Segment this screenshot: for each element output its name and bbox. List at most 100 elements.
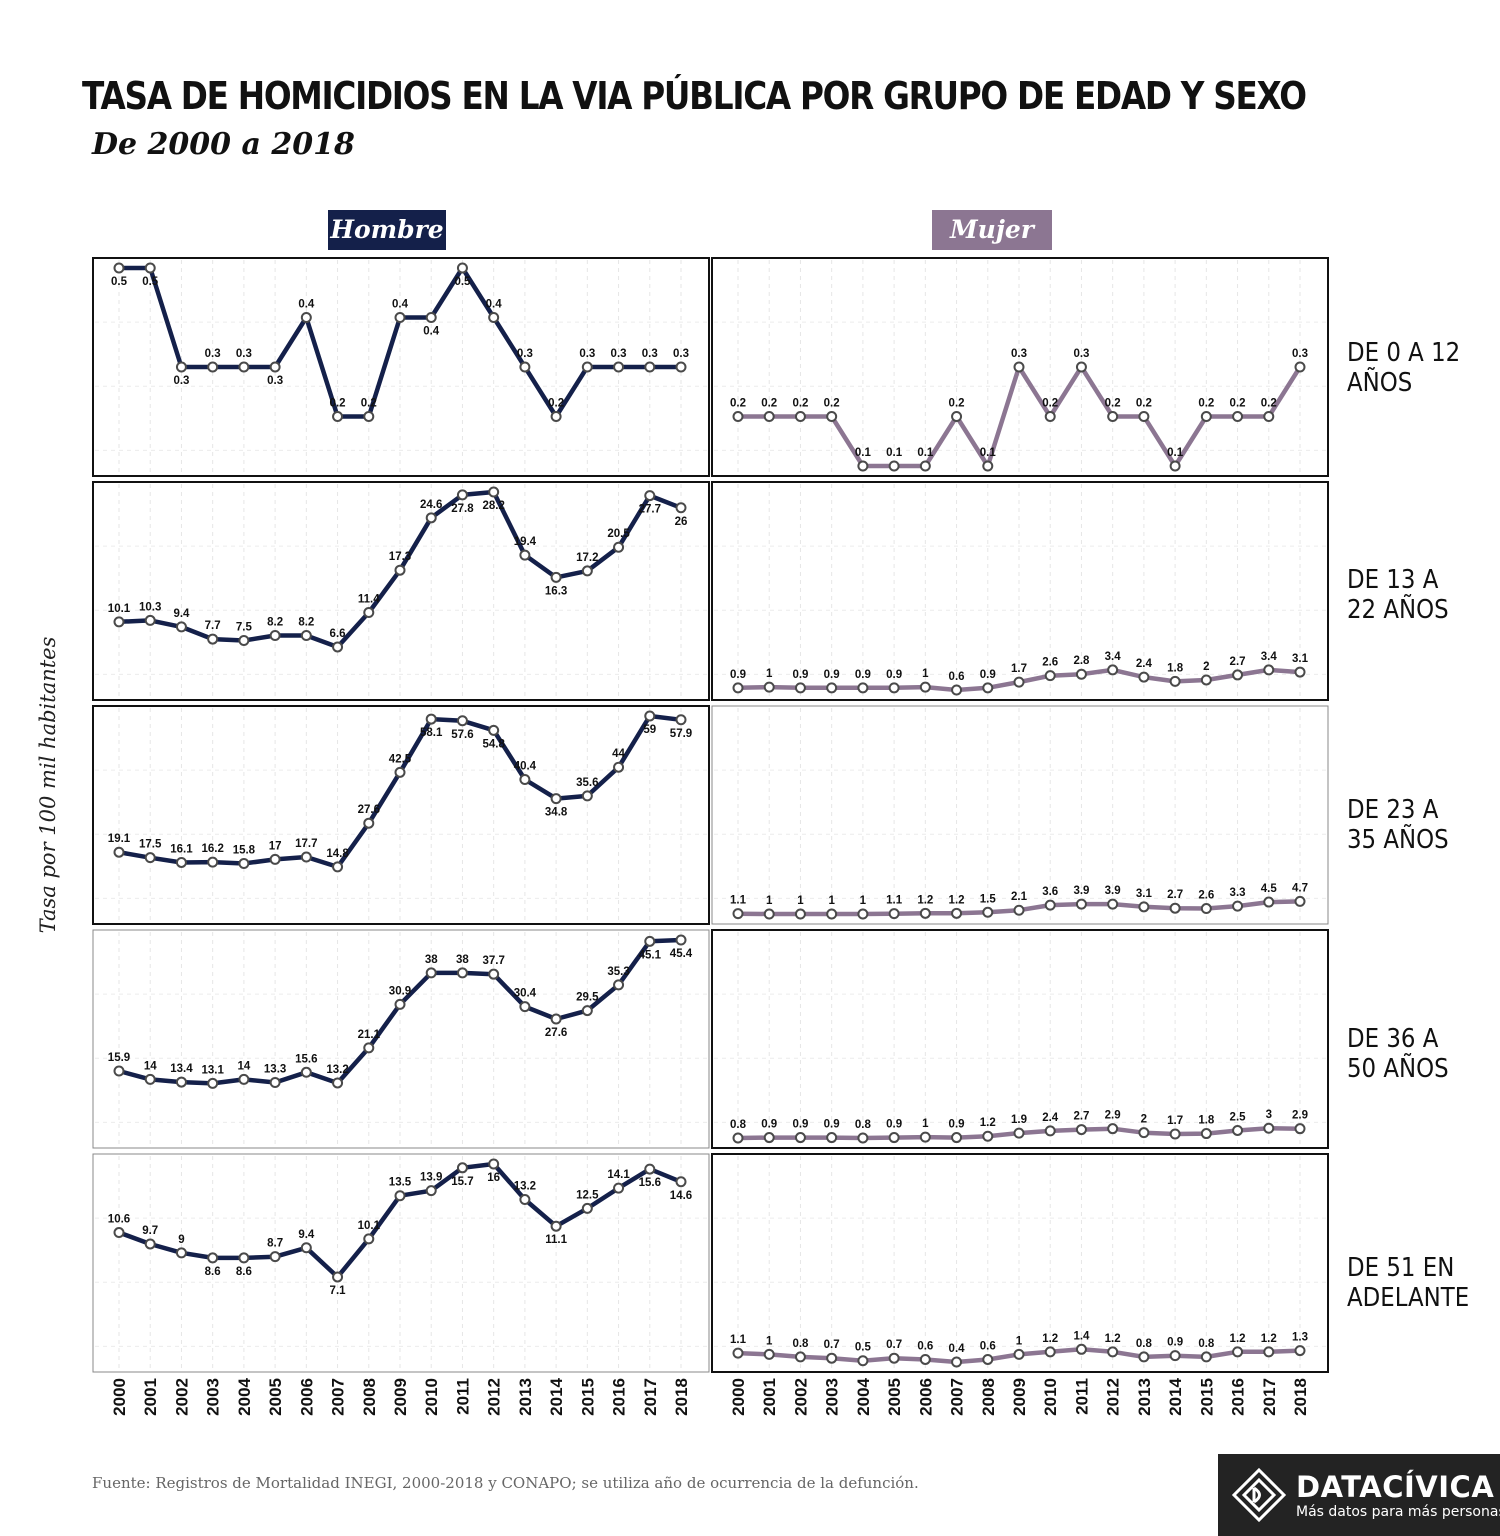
data-label: 16 bbox=[487, 1172, 500, 1184]
data-point bbox=[888, 908, 900, 920]
data-point bbox=[519, 361, 531, 373]
data-point bbox=[644, 490, 656, 502]
data-point bbox=[1169, 1128, 1181, 1140]
chart-subtitle: De 2000 a 2018 bbox=[92, 127, 355, 162]
data-label: 0.3 bbox=[236, 348, 252, 360]
x-tick-label: 2010 bbox=[422, 1378, 441, 1416]
data-point bbox=[519, 549, 531, 561]
data-label: 1 bbox=[922, 1118, 929, 1130]
data-label: 0.2 bbox=[361, 398, 377, 410]
data-point bbox=[1263, 664, 1275, 676]
data-point bbox=[550, 571, 562, 583]
data-label: 0.2 bbox=[1230, 398, 1246, 410]
data-label: 44 bbox=[612, 748, 625, 760]
data-point bbox=[951, 411, 963, 422]
data-label: 0.2 bbox=[548, 398, 564, 410]
panel-frame bbox=[711, 705, 1329, 925]
panel-mujer-row-1: 0.9 1 0.9 0.9 0.9 0.9 1 0.6 0.9 1.7 2.6 2.8 3.4 2.4 1.… bbox=[711, 481, 1329, 701]
data-point bbox=[300, 1066, 312, 1078]
data-label: 19.4 bbox=[514, 536, 537, 548]
data-point bbox=[1232, 1124, 1244, 1136]
data-label: 8.7 bbox=[267, 1238, 283, 1250]
data-label: 0.3 bbox=[205, 348, 221, 360]
panel-frame bbox=[711, 481, 1329, 701]
data-label: 3.3 bbox=[1230, 887, 1246, 899]
data-point bbox=[488, 968, 500, 980]
x-tick-label: 2008 bbox=[360, 1378, 379, 1416]
data-label: 1 bbox=[766, 895, 773, 907]
data-point bbox=[857, 460, 869, 472]
data-label: 17.5 bbox=[139, 839, 162, 851]
data-point bbox=[982, 460, 994, 472]
data-point bbox=[1013, 676, 1025, 688]
data-label: 0.9 bbox=[886, 1119, 902, 1131]
data-label: 1 bbox=[922, 668, 929, 680]
data-label: 1.4 bbox=[1073, 1330, 1090, 1342]
data-point bbox=[1013, 1348, 1025, 1360]
data-label: 0.3 bbox=[1073, 348, 1089, 360]
data-point bbox=[763, 411, 775, 422]
panel-mujer-row-0: 0.2 0.2 0.2 0.2 0.1 0.1 0.1 0.2 0.1 0.3 0.2 0.3 0.2 0… bbox=[711, 257, 1329, 477]
data-label: 1 bbox=[828, 895, 835, 907]
panel-hombre-row-0: 0.5 0.5 0.3 0.3 0.3 0.3 0.4 0.2 0.2 0.4 0.4 0.5 0.4 0… bbox=[92, 257, 710, 477]
data-point bbox=[675, 934, 687, 946]
data-label: 37.7 bbox=[482, 955, 504, 967]
data-label: 0.6 bbox=[949, 671, 965, 683]
data-point bbox=[794, 1351, 806, 1363]
panel-mujer-row-3: 0.8 0.9 0.9 0.9 0.8 0.9 1 0.9 1.2 1.9 2.4 2.7 2.9 2 1.… bbox=[711, 929, 1329, 1149]
data-label: 19.1 bbox=[108, 833, 131, 845]
panel-hombre-row-2: 19.1 17.5 16.1 16.2 15.8 17 17.7 14.8 27.6 42.5 58… bbox=[92, 705, 710, 925]
data-label: 0.3 bbox=[579, 348, 595, 360]
data-label: 0.9 bbox=[792, 1119, 808, 1131]
data-label: 0.4 bbox=[423, 326, 440, 338]
data-label: 38 bbox=[425, 954, 438, 966]
data-label: 4.7 bbox=[1292, 882, 1308, 894]
data-point bbox=[888, 460, 900, 472]
data-point bbox=[332, 1077, 344, 1089]
data-label: 27.6 bbox=[358, 804, 380, 816]
data-label: 0.9 bbox=[824, 669, 840, 681]
data-point bbox=[394, 564, 406, 576]
data-point bbox=[951, 1356, 963, 1368]
row-label-13-22: DE 13 A 22 AÑOS bbox=[1347, 565, 1449, 625]
data-label: 26 bbox=[675, 516, 688, 528]
data-label: 0.1 bbox=[980, 447, 997, 459]
x-tick-label: 2001 bbox=[760, 1378, 779, 1416]
data-point bbox=[550, 411, 562, 422]
data-point bbox=[613, 761, 625, 773]
data-point bbox=[1044, 899, 1056, 911]
data-label: 12.5 bbox=[576, 1189, 599, 1201]
data-point bbox=[888, 682, 900, 694]
data-label: 13.5 bbox=[389, 1177, 412, 1189]
data-label: 0.9 bbox=[730, 669, 746, 681]
data-label: 3.1 bbox=[1292, 653, 1309, 665]
data-label: 24.6 bbox=[420, 499, 442, 511]
data-label: 0.7 bbox=[886, 1339, 902, 1351]
data-label: 27.8 bbox=[451, 503, 474, 515]
data-label: 1.7 bbox=[1167, 1115, 1183, 1127]
data-label: 10.1 bbox=[358, 1220, 381, 1232]
data-label: 3.9 bbox=[1073, 885, 1089, 897]
x-tick-label: 2007 bbox=[948, 1378, 967, 1416]
data-point bbox=[675, 361, 687, 373]
data-label: 0.4 bbox=[392, 299, 409, 311]
data-label: 1.5 bbox=[980, 893, 997, 905]
data-label: 0.4 bbox=[486, 299, 503, 311]
logo-tagline: Más datos para más personas bbox=[1296, 1504, 1500, 1520]
x-tick-label: 2008 bbox=[979, 1378, 998, 1416]
data-point bbox=[1263, 1122, 1275, 1134]
data-label: 15.6 bbox=[639, 1177, 661, 1189]
data-point bbox=[207, 361, 219, 373]
data-point bbox=[238, 1252, 250, 1264]
data-label: 35.6 bbox=[576, 777, 598, 789]
data-label: 0.7 bbox=[824, 1339, 840, 1351]
data-label: 16.2 bbox=[201, 843, 223, 855]
data-point bbox=[826, 908, 838, 920]
row-label-line: DE 51 EN bbox=[1347, 1253, 1455, 1283]
data-label: 0.4 bbox=[949, 1343, 966, 1355]
data-label: 16.1 bbox=[170, 843, 193, 855]
data-label: 0.2 bbox=[824, 398, 840, 410]
data-point bbox=[363, 411, 375, 422]
data-point bbox=[1044, 1125, 1056, 1137]
data-label: 40.4 bbox=[514, 760, 537, 772]
